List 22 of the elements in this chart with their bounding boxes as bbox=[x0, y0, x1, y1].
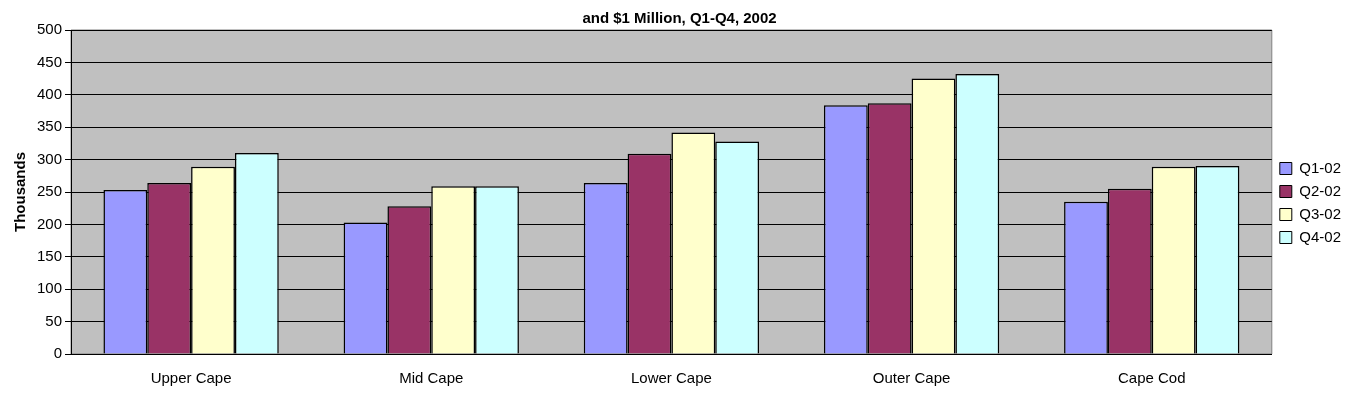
y-tick-label: 0 bbox=[53, 344, 63, 362]
y-tick-label: 300 bbox=[37, 149, 63, 167]
x-tick-label: Upper Cape bbox=[150, 369, 232, 387]
x-tick-label: Lower Cape bbox=[630, 369, 712, 387]
y-tick-label: 400 bbox=[37, 84, 63, 102]
legend-label: Q1-02 bbox=[1299, 158, 1342, 176]
y-tick-label: 50 bbox=[45, 311, 63, 329]
y-tick-label: 150 bbox=[37, 246, 63, 264]
y-tick-label: 100 bbox=[37, 279, 63, 297]
legend-label: Q4-02 bbox=[1299, 227, 1342, 245]
y-tick-label: 450 bbox=[37, 52, 63, 70]
y-tick-label: 500 bbox=[37, 20, 63, 38]
y-axis-title: Thousands bbox=[11, 151, 29, 233]
legend-label: Q3-02 bbox=[1299, 204, 1342, 222]
y-tick-label: 350 bbox=[37, 117, 63, 135]
chart-title: and $1 Million, Q1-Q4, 2002 bbox=[582, 9, 777, 27]
y-tick-label: 250 bbox=[37, 182, 63, 200]
x-tick-label: Cape Cod bbox=[1117, 369, 1186, 387]
legend-label: Q2-02 bbox=[1299, 181, 1342, 199]
y-tick-label: 200 bbox=[37, 214, 63, 232]
x-tick-label: Mid Cape bbox=[399, 369, 464, 387]
x-tick-label: Outer Cape bbox=[872, 369, 951, 387]
